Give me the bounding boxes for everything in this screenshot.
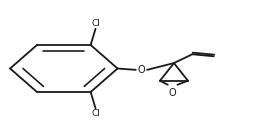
Text: Cl: Cl [91, 19, 100, 28]
Text: O: O [169, 88, 176, 98]
Text: O: O [137, 65, 145, 75]
Text: Cl: Cl [91, 109, 100, 118]
